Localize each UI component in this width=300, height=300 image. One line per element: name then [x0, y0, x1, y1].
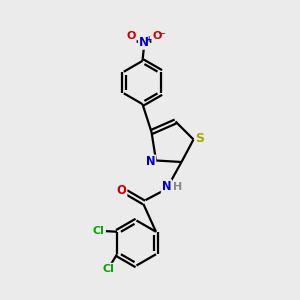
- Text: O: O: [117, 184, 126, 197]
- Text: Cl: Cl: [102, 264, 114, 274]
- Text: N: N: [162, 180, 171, 193]
- Text: Cl: Cl: [92, 226, 104, 236]
- Text: O: O: [152, 31, 162, 41]
- Text: S: S: [196, 131, 205, 145]
- Text: H: H: [173, 182, 182, 192]
- Text: N: N: [139, 36, 149, 49]
- Text: N: N: [146, 155, 155, 169]
- Text: O: O: [126, 31, 136, 41]
- Text: −: −: [158, 29, 166, 40]
- Text: +: +: [145, 35, 151, 44]
